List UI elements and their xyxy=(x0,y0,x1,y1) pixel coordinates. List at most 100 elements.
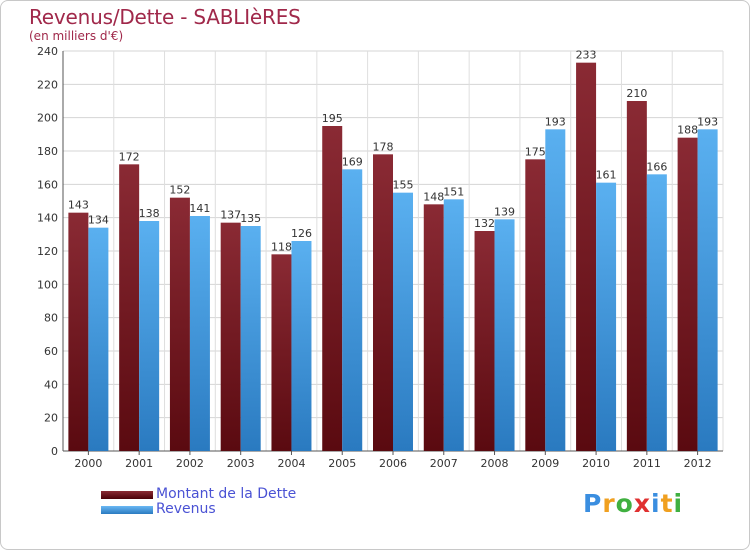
bar-dette xyxy=(576,62,597,452)
x-tick-label: 2003 xyxy=(227,457,255,470)
logo-letter: i xyxy=(651,489,661,518)
x-tick-label: 2005 xyxy=(328,457,356,470)
value-label: 143 xyxy=(68,199,89,212)
value-label: 166 xyxy=(646,160,667,173)
x-tick-label: 2007 xyxy=(430,457,458,470)
y-tick-label: 60 xyxy=(44,345,58,358)
y-tick-label: 200 xyxy=(37,112,58,125)
y-tick-label: 0 xyxy=(51,445,58,458)
x-tick-label: 2000 xyxy=(74,457,102,470)
value-label: 135 xyxy=(240,212,261,225)
value-label: 151 xyxy=(443,185,464,198)
value-label: 188 xyxy=(677,124,698,137)
logo-letter: o xyxy=(615,489,634,518)
value-label: 148 xyxy=(423,190,444,203)
value-label: 169 xyxy=(342,155,363,168)
value-label: 193 xyxy=(545,115,566,128)
bar-dette xyxy=(677,137,698,451)
legend-item-dette: Montant de la Dette xyxy=(101,487,296,502)
x-tick-label: 2004 xyxy=(277,457,305,470)
bar-revenus xyxy=(189,216,210,451)
y-tick-label: 20 xyxy=(44,412,58,425)
y-tick-label: 100 xyxy=(37,278,58,291)
bar-revenus xyxy=(545,129,566,452)
logo-letter: t xyxy=(660,489,674,518)
x-tick-label: 2010 xyxy=(582,457,610,470)
logo-letter: r xyxy=(602,489,616,518)
legend-label-dette: Montant de la Dette xyxy=(156,486,297,502)
x-tick-label: 2009 xyxy=(531,457,559,470)
bar-revenus xyxy=(88,227,109,451)
bar-revenus xyxy=(596,182,617,451)
value-label: 138 xyxy=(139,207,160,220)
x-tick-label: 2001 xyxy=(125,457,153,470)
y-tick-label: 40 xyxy=(44,378,58,391)
value-label: 118 xyxy=(271,240,292,253)
legend-item-revenus: Revenus xyxy=(101,502,296,517)
bar-revenus xyxy=(342,169,363,452)
bar-revenus xyxy=(393,192,413,451)
value-label: 134 xyxy=(88,214,109,227)
logo-letter: x xyxy=(633,489,651,518)
bar-dette xyxy=(271,254,292,451)
value-label: 175 xyxy=(525,145,546,158)
bar-revenus xyxy=(291,241,312,451)
axis-layer: 0 20 40 60 80 100 120 140 160 180 200 220 240 2000 200… xyxy=(37,45,723,470)
bar-revenus xyxy=(697,129,718,452)
bar-revenus xyxy=(240,226,261,451)
bar-dette xyxy=(474,231,495,451)
value-label: 233 xyxy=(576,49,597,62)
y-tick-label: 120 xyxy=(37,245,58,258)
x-tick-label: 2006 xyxy=(379,457,407,470)
value-label: 132 xyxy=(474,217,495,230)
value-label: 161 xyxy=(596,169,617,182)
value-label: 172 xyxy=(119,150,140,163)
bar-revenus xyxy=(443,199,464,451)
bar-dette xyxy=(626,101,647,451)
bar-dette xyxy=(423,204,444,451)
value-label: 137 xyxy=(220,209,241,222)
value-label: 178 xyxy=(373,140,394,153)
x-tick-label: 2011 xyxy=(633,457,661,470)
y-tick-label: 220 xyxy=(37,78,58,91)
logo-letter: i xyxy=(673,489,684,518)
value-label: 155 xyxy=(393,179,414,192)
y-tick-label: 140 xyxy=(37,212,58,225)
value-label: 141 xyxy=(189,202,210,215)
bar-layer xyxy=(68,62,718,452)
bar-revenus xyxy=(646,174,667,452)
logo-letter: P xyxy=(583,489,603,518)
chart-subtitle: (en milliers d'€) xyxy=(29,29,124,43)
x-tick-label: 2002 xyxy=(176,457,204,470)
legend-label-revenus: Revenus xyxy=(156,501,216,517)
bar-dette xyxy=(68,212,89,451)
legend-swatch-dette xyxy=(101,490,153,499)
value-label: 126 xyxy=(291,227,312,240)
value-label: 193 xyxy=(697,115,718,128)
chart-title: Revenus/Dette - SABLIèRES xyxy=(29,5,301,29)
y-tick-label: 160 xyxy=(37,178,58,191)
legend: Montant de la Dette Revenus xyxy=(101,487,296,517)
proxiti-logo: Proxiti xyxy=(583,489,683,518)
value-label: 195 xyxy=(322,112,343,125)
value-label: 210 xyxy=(626,87,647,100)
bar-dette xyxy=(525,159,546,452)
legend-swatch-revenus xyxy=(101,505,153,514)
x-tick-label: 2008 xyxy=(481,457,509,470)
bar-revenus xyxy=(139,221,160,451)
bar-dette xyxy=(169,197,190,451)
value-label: 152 xyxy=(169,184,190,197)
bar-revenus xyxy=(494,219,515,451)
bar-dette xyxy=(373,154,393,452)
bar-dette xyxy=(322,126,343,451)
y-tick-label: 180 xyxy=(37,145,58,158)
bar-dette xyxy=(119,164,140,452)
y-tick-label: 240 xyxy=(37,45,58,58)
value-label: 139 xyxy=(494,205,515,218)
y-tick-label: 80 xyxy=(44,312,58,325)
x-tick-label: 2012 xyxy=(684,457,712,470)
bar-dette xyxy=(220,222,241,451)
